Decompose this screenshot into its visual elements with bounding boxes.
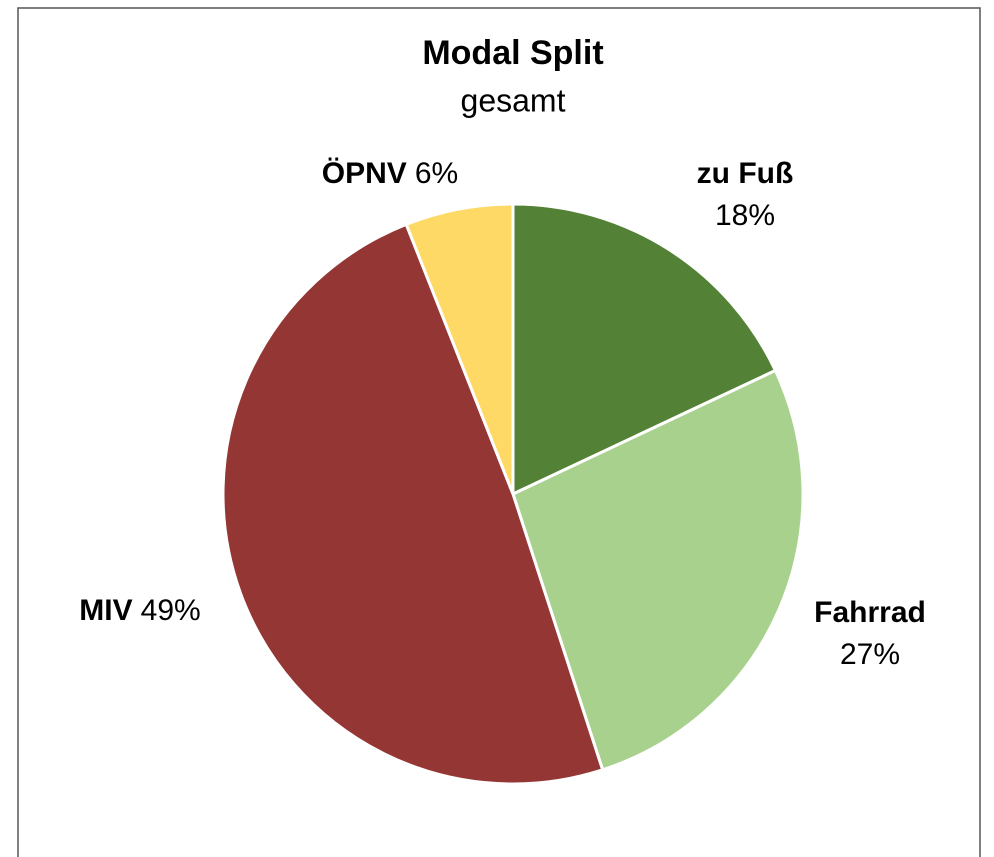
slice-label-group: ÖPNV 6% [322, 157, 458, 190]
slice-value-label: 49% [141, 594, 201, 627]
pie-slice [221, 222, 605, 786]
slice-label: zu Fuß [697, 157, 794, 190]
slice-label: Fahrrad [814, 596, 926, 629]
slice-label: MIV [79, 594, 132, 627]
slice-value-label: 18% [715, 199, 775, 232]
slice-label-group: MIV 49% [79, 594, 200, 627]
slice-value-label: 27% [840, 638, 900, 671]
pie-slice [511, 368, 805, 772]
chart-subtitle: gesamt [461, 82, 566, 118]
pie-slice [404, 202, 515, 495]
slice-value-label: 6% [415, 157, 458, 190]
slice-label: ÖPNV [322, 157, 407, 190]
pie-slice [511, 202, 778, 497]
chart-title: Modal Split [422, 34, 603, 72]
